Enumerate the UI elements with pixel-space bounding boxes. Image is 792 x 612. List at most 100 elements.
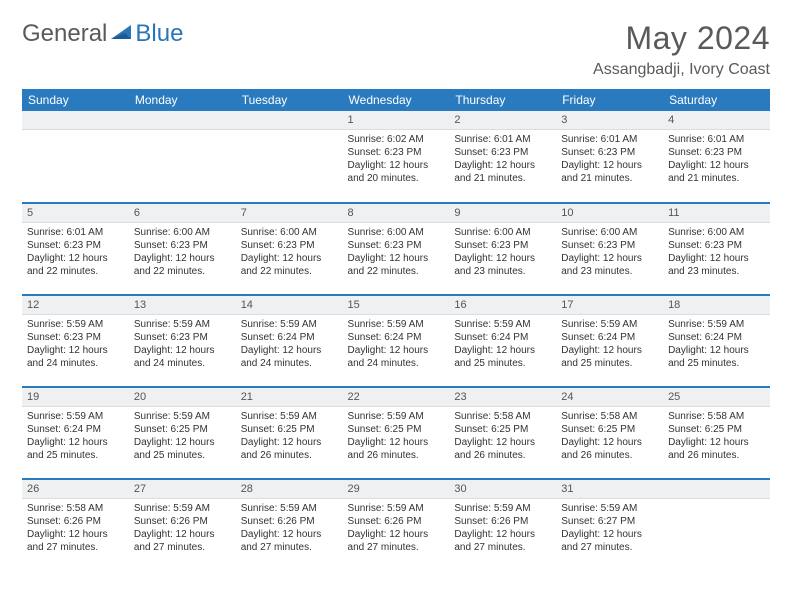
daylight-text: Daylight: 12 hours and 23 minutes. — [561, 252, 658, 278]
calendar-body: 1Sunrise: 6:02 AMSunset: 6:23 PMDaylight… — [22, 111, 770, 571]
day-data: Sunrise: 6:01 AMSunset: 6:23 PMDaylight:… — [22, 223, 129, 280]
col-saturday: Saturday — [663, 89, 770, 111]
day-number: 6 — [129, 204, 236, 223]
sunrise-text: Sunrise: 5:59 AM — [561, 502, 658, 515]
day-number: 4 — [663, 111, 770, 130]
sunrise-text: Sunrise: 5:58 AM — [668, 410, 765, 423]
day-number: 29 — [343, 480, 450, 499]
sunset-text: Sunset: 6:23 PM — [668, 146, 765, 159]
title-block: May 2024 Assangbadji, Ivory Coast — [593, 20, 770, 79]
day-number: 10 — [556, 204, 663, 223]
daylight-text: Daylight: 12 hours and 27 minutes. — [241, 528, 338, 554]
sunset-text: Sunset: 6:24 PM — [668, 331, 765, 344]
col-friday: Friday — [556, 89, 663, 111]
sunrise-text: Sunrise: 6:00 AM — [454, 226, 551, 239]
sunset-text: Sunset: 6:26 PM — [454, 515, 551, 528]
day-number: 25 — [663, 388, 770, 407]
sunset-text: Sunset: 6:23 PM — [454, 239, 551, 252]
day-data: Sunrise: 6:00 AMSunset: 6:23 PMDaylight:… — [556, 223, 663, 280]
sunset-text: Sunset: 6:25 PM — [561, 423, 658, 436]
sunset-text: Sunset: 6:23 PM — [454, 146, 551, 159]
daylight-text: Daylight: 12 hours and 26 minutes. — [561, 436, 658, 462]
calendar-day-cell: 16Sunrise: 5:59 AMSunset: 6:24 PMDayligh… — [449, 295, 556, 387]
sunrise-text: Sunrise: 5:59 AM — [668, 318, 765, 331]
day-number: 31 — [556, 480, 663, 499]
calendar-day-cell: 8Sunrise: 6:00 AMSunset: 6:23 PMDaylight… — [343, 203, 450, 295]
sunrise-text: Sunrise: 5:58 AM — [454, 410, 551, 423]
calendar-week-row: 19Sunrise: 5:59 AMSunset: 6:24 PMDayligh… — [22, 387, 770, 479]
calendar-day-cell: 9Sunrise: 6:00 AMSunset: 6:23 PMDaylight… — [449, 203, 556, 295]
sunset-text: Sunset: 6:26 PM — [348, 515, 445, 528]
day-data: Sunrise: 5:59 AMSunset: 6:24 PMDaylight:… — [449, 315, 556, 372]
day-number: 18 — [663, 296, 770, 315]
day-data: Sunrise: 5:59 AMSunset: 6:24 PMDaylight:… — [556, 315, 663, 372]
calendar-day-cell: 10Sunrise: 6:00 AMSunset: 6:23 PMDayligh… — [556, 203, 663, 295]
sunrise-text: Sunrise: 5:59 AM — [454, 502, 551, 515]
day-data: Sunrise: 5:59 AMSunset: 6:23 PMDaylight:… — [22, 315, 129, 372]
sunset-text: Sunset: 6:25 PM — [134, 423, 231, 436]
sunset-text: Sunset: 6:27 PM — [561, 515, 658, 528]
daylight-text: Daylight: 12 hours and 22 minutes. — [27, 252, 124, 278]
sunset-text: Sunset: 6:23 PM — [134, 239, 231, 252]
calendar-day-cell: 21Sunrise: 5:59 AMSunset: 6:25 PMDayligh… — [236, 387, 343, 479]
calendar-header-row: Sunday Monday Tuesday Wednesday Thursday… — [22, 89, 770, 111]
day-number: 27 — [129, 480, 236, 499]
day-data: Sunrise: 6:01 AMSunset: 6:23 PMDaylight:… — [663, 130, 770, 187]
daylight-text: Daylight: 12 hours and 25 minutes. — [668, 344, 765, 370]
day-number: 2 — [449, 111, 556, 130]
day-data: Sunrise: 5:59 AMSunset: 6:24 PMDaylight:… — [343, 315, 450, 372]
col-wednesday: Wednesday — [343, 89, 450, 111]
sunset-text: Sunset: 6:26 PM — [27, 515, 124, 528]
sunrise-text: Sunrise: 5:59 AM — [454, 318, 551, 331]
day-number — [236, 111, 343, 130]
month-title: May 2024 — [593, 20, 770, 57]
day-data: Sunrise: 5:58 AMSunset: 6:25 PMDaylight:… — [663, 407, 770, 464]
sunrise-text: Sunrise: 5:58 AM — [561, 410, 658, 423]
day-number: 14 — [236, 296, 343, 315]
sunset-text: Sunset: 6:23 PM — [561, 239, 658, 252]
daylight-text: Daylight: 12 hours and 22 minutes. — [134, 252, 231, 278]
sunrise-text: Sunrise: 6:00 AM — [134, 226, 231, 239]
sunset-text: Sunset: 6:25 PM — [668, 423, 765, 436]
day-data: Sunrise: 6:01 AMSunset: 6:23 PMDaylight:… — [556, 130, 663, 187]
calendar-day-cell: 31Sunrise: 5:59 AMSunset: 6:27 PMDayligh… — [556, 479, 663, 571]
calendar-week-row: 5Sunrise: 6:01 AMSunset: 6:23 PMDaylight… — [22, 203, 770, 295]
sunrise-text: Sunrise: 6:00 AM — [241, 226, 338, 239]
col-monday: Monday — [129, 89, 236, 111]
sunrise-text: Sunrise: 5:59 AM — [27, 318, 124, 331]
daylight-text: Daylight: 12 hours and 24 minutes. — [134, 344, 231, 370]
sunrise-text: Sunrise: 5:59 AM — [134, 410, 231, 423]
calendar-day-cell — [663, 479, 770, 571]
sunrise-text: Sunrise: 6:01 AM — [27, 226, 124, 239]
sunrise-text: Sunrise: 6:01 AM — [668, 133, 765, 146]
sunset-text: Sunset: 6:26 PM — [241, 515, 338, 528]
daylight-text: Daylight: 12 hours and 26 minutes. — [454, 436, 551, 462]
sunrise-text: Sunrise: 5:59 AM — [241, 410, 338, 423]
day-data: Sunrise: 6:00 AMSunset: 6:23 PMDaylight:… — [663, 223, 770, 280]
daylight-text: Daylight: 12 hours and 24 minutes. — [348, 344, 445, 370]
day-data: Sunrise: 6:00 AMSunset: 6:23 PMDaylight:… — [129, 223, 236, 280]
day-data: Sunrise: 6:00 AMSunset: 6:23 PMDaylight:… — [236, 223, 343, 280]
day-data: Sunrise: 5:58 AMSunset: 6:25 PMDaylight:… — [449, 407, 556, 464]
calendar-week-row: 26Sunrise: 5:58 AMSunset: 6:26 PMDayligh… — [22, 479, 770, 571]
calendar-day-cell: 30Sunrise: 5:59 AMSunset: 6:26 PMDayligh… — [449, 479, 556, 571]
calendar-day-cell: 6Sunrise: 6:00 AMSunset: 6:23 PMDaylight… — [129, 203, 236, 295]
sunrise-text: Sunrise: 5:59 AM — [27, 410, 124, 423]
sunrise-text: Sunrise: 6:00 AM — [348, 226, 445, 239]
sunset-text: Sunset: 6:23 PM — [348, 146, 445, 159]
calendar-day-cell: 17Sunrise: 5:59 AMSunset: 6:24 PMDayligh… — [556, 295, 663, 387]
col-thursday: Thursday — [449, 89, 556, 111]
daylight-text: Daylight: 12 hours and 22 minutes. — [241, 252, 338, 278]
sunrise-text: Sunrise: 6:01 AM — [561, 133, 658, 146]
sunrise-text: Sunrise: 5:59 AM — [561, 318, 658, 331]
logo-text-blue: Blue — [135, 20, 183, 48]
daylight-text: Daylight: 12 hours and 25 minutes. — [27, 436, 124, 462]
sunset-text: Sunset: 6:26 PM — [134, 515, 231, 528]
sunrise-text: Sunrise: 5:59 AM — [348, 318, 445, 331]
calendar-day-cell: 22Sunrise: 5:59 AMSunset: 6:25 PMDayligh… — [343, 387, 450, 479]
daylight-text: Daylight: 12 hours and 26 minutes. — [668, 436, 765, 462]
sunrise-text: Sunrise: 6:01 AM — [454, 133, 551, 146]
sunrise-text: Sunrise: 6:00 AM — [561, 226, 658, 239]
col-tuesday: Tuesday — [236, 89, 343, 111]
calendar-day-cell: 1Sunrise: 6:02 AMSunset: 6:23 PMDaylight… — [343, 111, 450, 203]
